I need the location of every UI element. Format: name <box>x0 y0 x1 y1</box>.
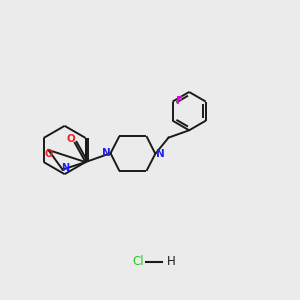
Text: O: O <box>44 149 52 159</box>
Text: N: N <box>102 148 110 158</box>
Text: N: N <box>61 163 69 173</box>
Text: H: H <box>167 255 176 268</box>
Text: O: O <box>66 134 75 144</box>
Text: N: N <box>156 148 165 158</box>
Text: Cl: Cl <box>133 255 144 268</box>
Text: F: F <box>176 96 183 106</box>
